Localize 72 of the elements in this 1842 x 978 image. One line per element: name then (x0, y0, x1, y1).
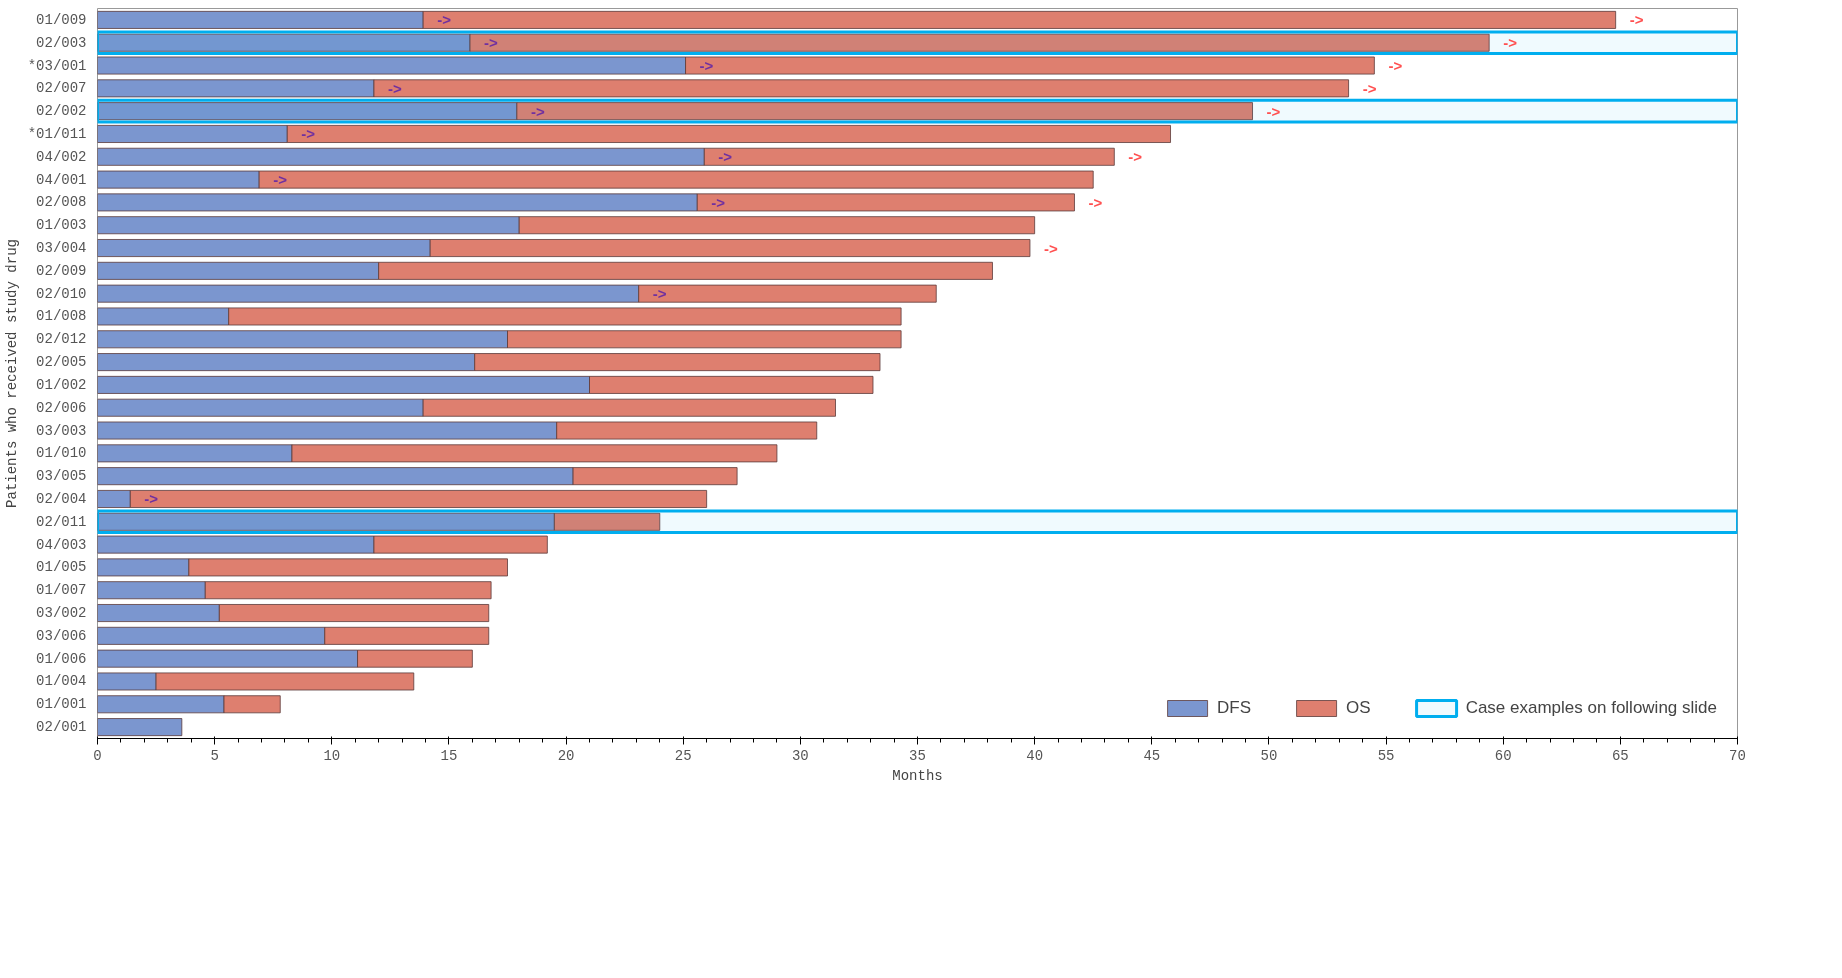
x-tick-label: 50 (1260, 747, 1278, 764)
bar (97, 718, 183, 737)
data-label: -> (437, 11, 452, 29)
y-tick-label: 01/007 (36, 582, 87, 599)
y-tick-label: 02/006 (36, 399, 87, 416)
data-label: -> (1128, 148, 1143, 166)
y-tick-label: 02/005 (36, 354, 87, 371)
legend-label: DFS (1217, 698, 1252, 718)
data-label: -> (273, 171, 288, 189)
data-label: -> (1629, 11, 1644, 29)
y-tick-label: 03/003 (36, 422, 87, 439)
x-tick-label: 20 (557, 747, 575, 764)
x-tick-label: 70 (1729, 747, 1746, 764)
x-tick-label: 65 (1611, 747, 1629, 764)
data-label: -> (144, 490, 159, 508)
y-tick-label: 01/003 (36, 217, 87, 234)
y-tick-label: 01/006 (36, 650, 87, 667)
x-tick-label: 45 (1143, 747, 1161, 764)
y-tick-label: 02/008 (36, 194, 87, 211)
legend-label: Case examples on following slide (1465, 698, 1717, 718)
y-tick-label: 01/010 (36, 445, 87, 462)
y-tick-label: 01/008 (36, 308, 87, 325)
data-label: -> (1044, 239, 1059, 257)
y-tick-label: 02/009 (36, 262, 87, 279)
x-tick-label: 60 (1494, 747, 1512, 764)
y-tick-label: 03/004 (36, 240, 87, 257)
data-label: -> (1503, 34, 1518, 52)
y-tick-label: 02/002 (36, 103, 87, 120)
legend-label: OS (1346, 698, 1371, 718)
data-label: -> (484, 34, 499, 52)
x-tick-label: 15 (440, 747, 458, 764)
x-tick-label: 35 (909, 747, 926, 764)
x-tick-label: 55 (1377, 747, 1395, 764)
y-tick-label: 01/004 (36, 673, 87, 690)
y-tick-label: *03/001 (27, 57, 87, 74)
y-tick-label: 01/009 (36, 11, 87, 28)
y-tick-label: 02/004 (36, 490, 87, 507)
y-axis-title: Patients who received study drug (3, 239, 20, 508)
y-tick-label: 01/005 (36, 559, 87, 576)
y-tick-label: 01/002 (36, 376, 87, 393)
y-tick-label: *01/011 (27, 125, 87, 142)
y-tick-label: 02/007 (36, 80, 87, 97)
y-tick-label: 03/002 (36, 605, 87, 622)
y-tick-label: 04/002 (36, 148, 87, 165)
y-tick-label: 04/001 (36, 171, 87, 188)
data-label: -> (711, 193, 726, 211)
data-label: -> (388, 79, 403, 97)
data-label: -> (1088, 193, 1103, 211)
data-label: -> (1362, 79, 1377, 97)
y-tick-label: 02/001 (36, 719, 87, 736)
x-tick-label: 0 (93, 747, 102, 764)
data-label: -> (1388, 57, 1403, 75)
y-tick-label: 02/012 (36, 331, 87, 348)
y-tick-label: 01/001 (36, 696, 87, 713)
x-tick-label: 10 (323, 747, 341, 764)
x-tick-label: 30 (791, 747, 809, 764)
y-tick-label: 03/005 (36, 468, 87, 485)
y-tick-label: 02/011 (36, 513, 87, 530)
data-label: -> (718, 148, 733, 166)
data-label: -> (530, 102, 545, 120)
data-label: -> (652, 285, 667, 303)
y-tick-label: 04/003 (36, 536, 87, 553)
x-tick-label: 25 (674, 747, 692, 764)
data-label: -> (1266, 102, 1281, 120)
y-tick-label: 02/010 (36, 285, 87, 302)
x-axis-title: Months (892, 767, 943, 784)
y-tick-label: 02/003 (36, 34, 87, 51)
x-tick-label: 40 (1026, 747, 1044, 764)
y-tick-label: 03/006 (36, 627, 87, 644)
data-label: -> (699, 57, 714, 75)
data-label: -> (301, 125, 316, 143)
x-tick-label: 5 (210, 747, 219, 764)
